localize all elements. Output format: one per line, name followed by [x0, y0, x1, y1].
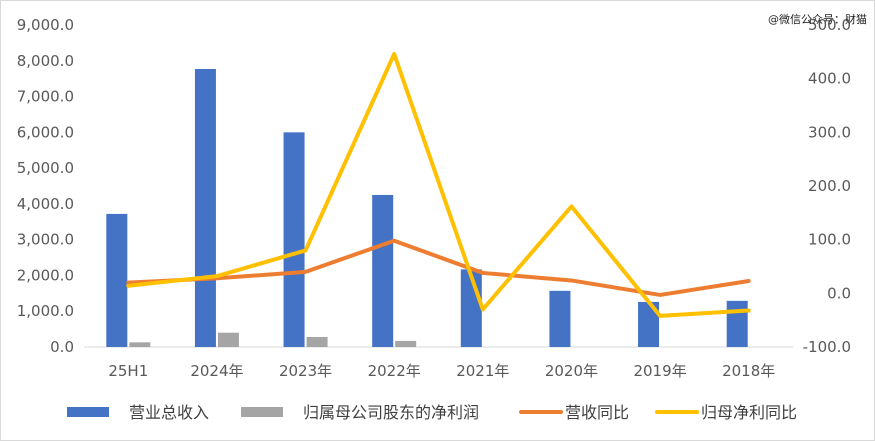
- right-tick-label: 500.0: [808, 16, 851, 34]
- right-tick-label: -100.0: [803, 338, 851, 356]
- legend-swatch: [241, 407, 283, 417]
- category-label: 25H1: [108, 362, 148, 380]
- revenue-bar: [726, 300, 748, 347]
- left-tick-label: 2,000.0: [17, 266, 74, 284]
- watermark: @微信公众号：财猫: [768, 12, 867, 26]
- legend-label: 归母净利同比: [701, 403, 797, 422]
- category-label: 2018年: [722, 362, 775, 380]
- left-tick-label: 0.0: [50, 338, 74, 356]
- net-profit-bar: [129, 342, 151, 347]
- legend-label: 营业总收入: [129, 403, 209, 422]
- left-tick-label: 7,000.0: [17, 88, 74, 106]
- net-profit-yoy-line: [126, 51, 751, 318]
- left-axis-ticks: 0.0 1,000.0 2,000.0 3,000.0 4,000.0 5,000.0 6,…: [17, 16, 74, 356]
- legend-label: 归属母公司股东的净利润: [303, 403, 479, 422]
- line-series: [126, 51, 751, 318]
- left-tick-label: 9,000.0: [17, 16, 74, 34]
- legend-label: 营收同比: [565, 403, 629, 422]
- right-tick-label: 100.0: [808, 231, 851, 249]
- revenue-bar: [106, 213, 128, 347]
- revenue-bar: [549, 290, 571, 347]
- left-tick-label: 3,000.0: [17, 231, 74, 249]
- net-profit-bar: [306, 336, 328, 347]
- category-label: 2020年: [545, 362, 598, 380]
- legend: 营业总收入 归属母公司股东的净利润 营收同比 归母净利同比: [67, 403, 797, 422]
- category-label: 2024年: [190, 362, 243, 380]
- right-tick-label: 400.0: [808, 70, 851, 88]
- net-profit-bar: [217, 332, 239, 347]
- right-tick-label: 200.0: [808, 177, 851, 195]
- net-profit-bar: [395, 340, 417, 347]
- revenue-bar: [194, 69, 216, 348]
- revenue-bar: [638, 301, 660, 347]
- right-tick-label: 0.0: [827, 284, 851, 302]
- left-tick-label: 5,000.0: [17, 159, 74, 177]
- revenue-bar: [372, 194, 394, 347]
- legend-swatch: [67, 407, 109, 417]
- left-tick-label: 1,000.0: [17, 302, 74, 320]
- revenue-bar: [283, 132, 305, 347]
- right-axis-ticks: -100.0 0.0 100.0 200.0 300.0 400.0 500.0: [803, 16, 851, 356]
- category-label: 2021年: [456, 362, 509, 380]
- category-label: 2022年: [368, 362, 421, 380]
- left-tick-label: 4,000.0: [17, 195, 74, 213]
- category-label: 2023年: [279, 362, 332, 380]
- left-tick-label: 8,000.0: [17, 52, 74, 70]
- right-tick-label: 300.0: [808, 123, 851, 141]
- x-axis-ticks: 25H1 2024年 2023年 2022年 2021年 2020年 2019年 2018年: [108, 362, 775, 380]
- left-tick-label: 6,000.0: [17, 123, 74, 141]
- category-label: 2019年: [633, 362, 686, 380]
- revenue-yoy-line: [126, 238, 751, 297]
